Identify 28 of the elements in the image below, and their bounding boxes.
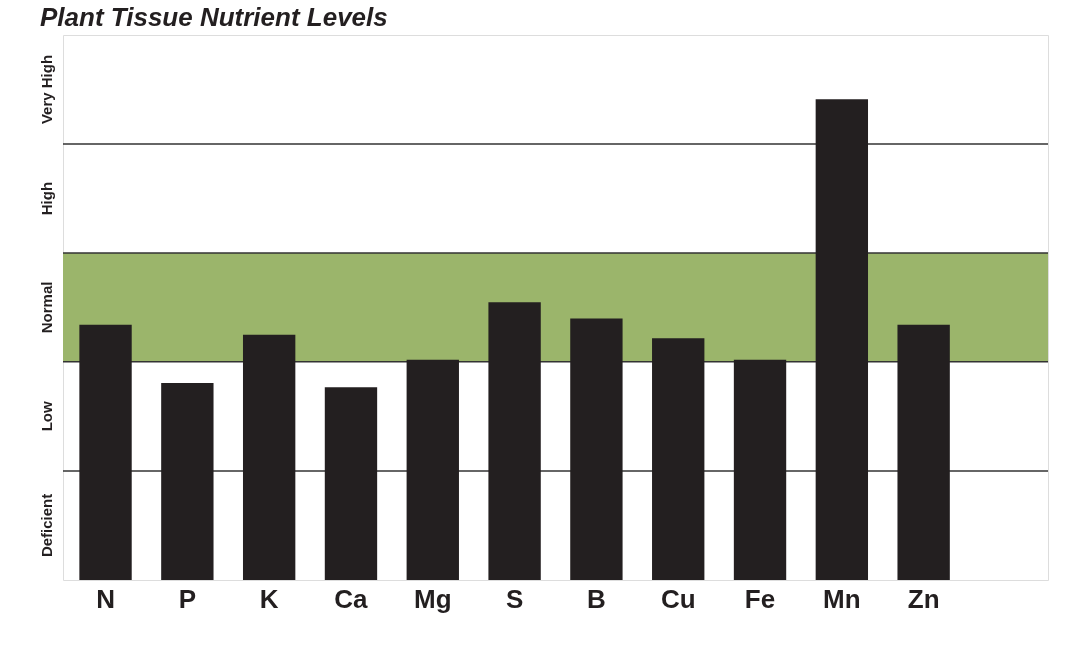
text: Very High: [38, 54, 55, 125]
chart-title: Plant Tissue Nutrient Levels: [40, 2, 388, 32]
x-tick-label: Ca: [334, 583, 369, 614]
text: Low: [38, 400, 55, 432]
text: High: [38, 181, 55, 216]
bar: [733, 359, 787, 580]
bar: [897, 324, 950, 580]
x-tick-label: Mn: [823, 583, 861, 614]
bar: [406, 359, 459, 580]
bar: [815, 99, 869, 580]
x-tick-label: Zn: [907, 583, 940, 614]
bar: [79, 324, 132, 580]
bar: [161, 382, 214, 580]
x-tick-label: Fe: [744, 583, 776, 614]
x-tick-label: B: [587, 583, 606, 614]
x-tick-label: N: [96, 583, 115, 614]
bar: [488, 302, 541, 580]
band-label: Normal: [38, 281, 55, 334]
x-tick-label: P: [178, 583, 197, 614]
text: Deficient: [38, 493, 55, 558]
bar: [570, 318, 623, 580]
x-tick-label: Mg: [414, 583, 452, 614]
x-tick-label: S: [505, 583, 524, 614]
bar: [324, 387, 378, 580]
x-tick-label: K: [259, 583, 279, 614]
x-tick-label: Cu: [660, 583, 696, 614]
bar: [652, 338, 705, 580]
bar: [242, 334, 296, 580]
